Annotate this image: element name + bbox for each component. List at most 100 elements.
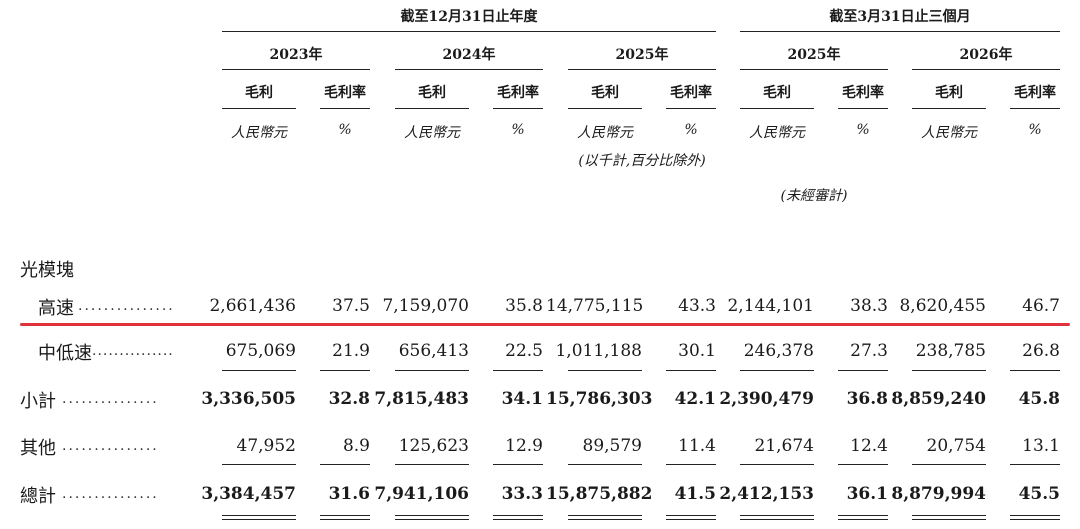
table-cell: 2,412,153 xyxy=(719,484,814,504)
total-rule xyxy=(912,464,986,465)
double-rule xyxy=(493,519,543,520)
gross-margin-header: 毛利率 xyxy=(670,85,712,101)
year-header: 2023年 xyxy=(269,47,323,63)
table-cell: 14,775,115 xyxy=(546,296,644,316)
table-cell: 8,859,240 xyxy=(891,389,986,409)
gross-margin-header: 毛利率 xyxy=(324,85,366,101)
table-cell: 47,952 xyxy=(236,436,296,456)
total-rule xyxy=(568,464,642,465)
subtotal-rule xyxy=(493,370,543,371)
subtotal-rule xyxy=(740,370,814,371)
table-cell: 15,875,882 xyxy=(546,484,653,504)
subtotal-rule xyxy=(666,370,716,371)
total-rule xyxy=(222,464,296,465)
table-cell: 2,661,436 xyxy=(209,296,296,316)
year-header: 2026年 xyxy=(959,47,1013,63)
table-cell: 43.3 xyxy=(678,296,716,316)
table-cell: 41.5 xyxy=(674,484,716,504)
table-cell: 1,011,188 xyxy=(555,341,642,361)
unit-pct: % xyxy=(1028,122,1042,138)
sub-header-rule xyxy=(568,108,642,109)
table-cell: 36.8 xyxy=(846,389,888,409)
subtotal-rule xyxy=(912,370,986,371)
sub-header-rule xyxy=(838,108,888,109)
leader-dots: ............... xyxy=(78,298,175,314)
table-cell: 238,785 xyxy=(915,341,986,361)
double-rule xyxy=(568,519,642,520)
unaudited-note: (未經審計) xyxy=(780,188,848,204)
sub-header-rule xyxy=(912,108,986,109)
double-rule xyxy=(222,515,296,516)
unit-rmb: 人民幣元 xyxy=(577,125,633,141)
total-rule xyxy=(666,464,716,465)
double-rule xyxy=(666,515,716,516)
table-cell: 11.4 xyxy=(678,436,716,456)
sub-header-rule xyxy=(395,108,469,109)
year-header-rule xyxy=(222,69,370,70)
subtotal-rule xyxy=(838,370,888,371)
double-rule xyxy=(1010,519,1060,520)
table-cell: 38.3 xyxy=(850,296,888,316)
year-header-rule xyxy=(740,69,888,70)
group-header-year-end: 截至12月31日止年度 xyxy=(400,9,538,25)
unit-rmb: 人民幣元 xyxy=(231,125,287,141)
year-header-rule xyxy=(912,69,1060,70)
table-cell: 31.6 xyxy=(328,484,370,504)
unit-rmb: 人民幣元 xyxy=(749,125,805,141)
sub-header-rule xyxy=(1010,108,1060,109)
year-header: 2025年 xyxy=(787,47,841,63)
double-rule xyxy=(395,519,469,520)
gross-margin-header: 毛利率 xyxy=(1014,85,1056,101)
year-header: 2024年 xyxy=(442,47,496,63)
total-rule xyxy=(320,464,370,465)
year-header-rule xyxy=(568,69,716,70)
double-rule xyxy=(838,519,888,520)
section-label: 光模塊 xyxy=(20,260,74,281)
double-rule xyxy=(222,519,296,520)
table-cell: 7,815,483 xyxy=(374,389,469,409)
sub-header-rule xyxy=(222,108,296,109)
double-rule xyxy=(568,515,642,516)
table-cell: 12.9 xyxy=(505,436,543,456)
double-rule xyxy=(395,515,469,516)
table-cell: 2,390,479 xyxy=(719,389,814,409)
table-cell: 32.8 xyxy=(328,389,370,409)
unit-rmb: 人民幣元 xyxy=(404,125,460,141)
table-cell: 42.1 xyxy=(674,389,716,409)
total-rule xyxy=(493,464,543,465)
double-rule xyxy=(1010,515,1060,516)
double-rule xyxy=(740,515,814,516)
table-cell: 33.3 xyxy=(501,484,543,504)
table-cell: 3,384,457 xyxy=(201,484,296,504)
table-cell: 36.1 xyxy=(846,484,888,504)
sub-header-rule xyxy=(740,108,814,109)
double-rule xyxy=(320,515,370,516)
gross-margin-header: 毛利率 xyxy=(497,85,539,101)
table-cell: 21.9 xyxy=(332,341,370,361)
group-header-rule xyxy=(222,31,716,32)
table-cell: 12.4 xyxy=(850,436,888,456)
gross-profit-header: 毛利 xyxy=(591,85,619,101)
sub-header-rule xyxy=(493,108,543,109)
table-cell: 22.5 xyxy=(505,341,543,361)
unit-rmb: 人民幣元 xyxy=(921,125,977,141)
table-cell: 8,879,994 xyxy=(891,484,986,504)
table-cell: 8,620,455 xyxy=(899,296,986,316)
total-rule xyxy=(740,464,814,465)
table-cell: 7,159,070 xyxy=(382,296,469,316)
year-header-rule xyxy=(395,69,543,70)
double-rule xyxy=(320,519,370,520)
gross-margin-header: 毛利率 xyxy=(842,85,884,101)
leader-dots: ............... xyxy=(92,343,174,359)
table-cell: 3,336,505 xyxy=(201,389,296,409)
table-cell: 89,579 xyxy=(582,436,642,456)
thousands-note: (以千計,百分比除外) xyxy=(578,153,706,169)
unit-pct: % xyxy=(511,122,525,138)
subtotal-rule xyxy=(568,370,642,371)
leader-dots: ............... xyxy=(62,391,159,407)
unit-pct: % xyxy=(684,122,698,138)
table-cell: 27.3 xyxy=(850,341,888,361)
row-label: 小計 xyxy=(20,391,56,412)
group-header-rule xyxy=(740,31,1060,32)
table-cell: 45.8 xyxy=(1018,389,1060,409)
